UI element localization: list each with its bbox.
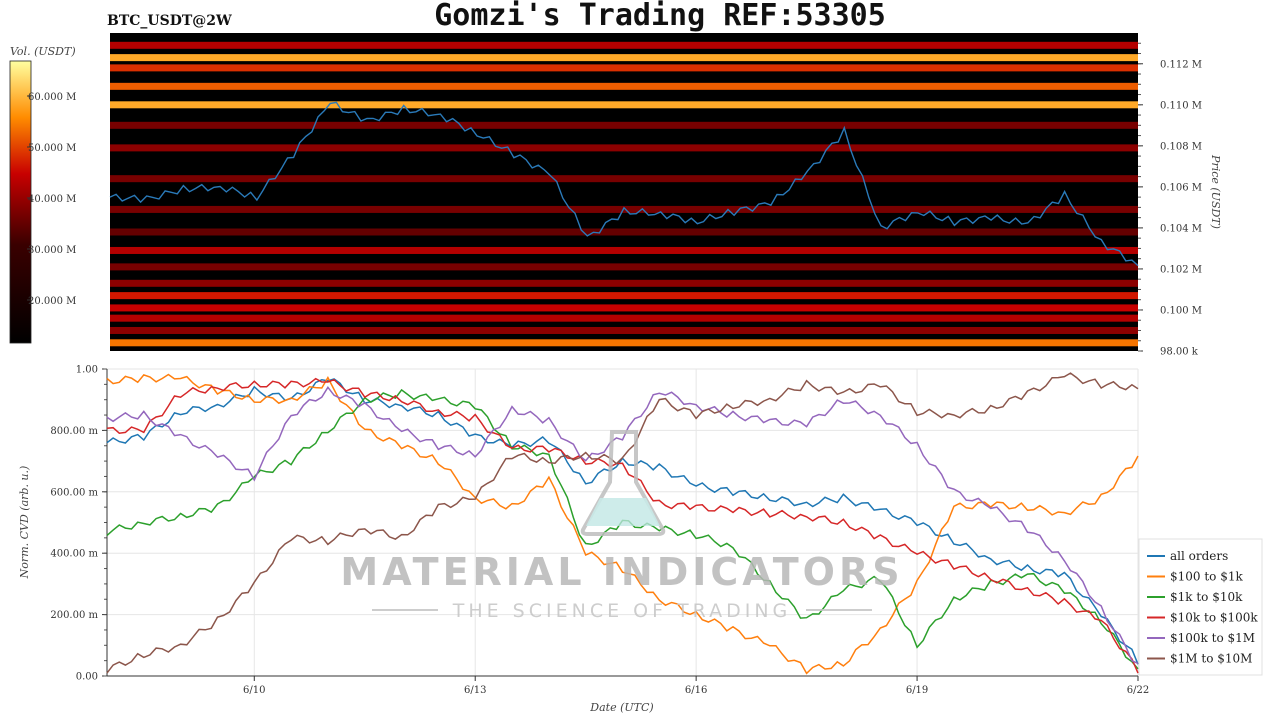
cvd-ytick-label-0: 0.00: [76, 672, 98, 683]
price-tick-label-6: 0.110 M: [1160, 100, 1202, 111]
volume-band-9: [110, 205, 1138, 213]
price-axis-label: Price (USDT): [1209, 154, 1222, 229]
price-tick-label-4: 0.106 M: [1160, 182, 1202, 193]
colorbar-tick-label-0: 20.000 M: [28, 296, 76, 307]
cvd-ytick-label-2: 400.00 m: [50, 549, 98, 560]
colorbar-rect: [9, 60, 32, 344]
chart-title: Gomzi's Trading REF:53305: [434, 0, 886, 33]
legend-entry-3: $10k to $100k: [1170, 611, 1258, 625]
volume-colorbar: Vol. (USDT) 20.000 M 30.000 M 40.000 M 50.00…: [9, 45, 76, 344]
flask-icon: [580, 430, 666, 536]
cvd-series-line-4: [106, 385, 1139, 665]
volume-band-1: [110, 326, 1138, 334]
cvd-y-axis-label: Norm. CVD (arb. u.): [18, 466, 31, 580]
cvd-ytick-label-4: 800.00 m: [50, 426, 98, 437]
cvd-series-line-5: [106, 372, 1139, 674]
legend-box: [1138, 538, 1263, 676]
colorbar-tick-label-3: 50.000 M: [28, 143, 76, 154]
colorbar-tick-label-2: 40.000 M: [28, 194, 76, 205]
cvd-xtick-label-3: 6/19: [906, 685, 928, 696]
price-tick-label-0: 98.00 k: [1160, 347, 1199, 358]
watermark-title: MATERIAL INDICATORS: [340, 550, 903, 594]
legend-entry-2: $1k to $10k: [1170, 590, 1243, 604]
volume-band-17: [110, 41, 1138, 49]
cvd-x-axis-label: Date (UTC): [589, 701, 653, 714]
volume-band-15: [110, 64, 1138, 72]
volume-band-7: [110, 246, 1138, 254]
legend-entry-1: $100 to $1k: [1170, 570, 1243, 584]
volume-band-4: [110, 292, 1138, 300]
volume-band-5: [110, 279, 1138, 287]
cvd-ytick-label-1: 200.00 m: [50, 610, 98, 621]
legend-entry-5: $1M to $10M: [1170, 652, 1252, 666]
volume-band-3: [110, 304, 1138, 312]
volume-band-12: [110, 121, 1138, 129]
price-line: [109, 101, 1139, 267]
legend: all orders $100 to $1k $1k to $10k $10k to …: [1138, 538, 1263, 676]
price-tick-label-1: 0.100 M: [1160, 305, 1202, 316]
volume-band-10: [110, 175, 1138, 183]
legend-entry-4: $100k to $1M: [1170, 631, 1255, 645]
cvd-xtick-label-0: 6/10: [243, 685, 265, 696]
price-tick-label-2: 0.102 M: [1160, 264, 1202, 275]
heatmap-background: [110, 33, 1138, 351]
volume-band-16: [110, 54, 1138, 62]
volume-band-6: [110, 263, 1138, 271]
colorbar-tick-label-4: 60.000 M: [28, 92, 76, 103]
heatmap-panel: 98.00 k 0.100 M 0.102 M 0.104 M 0.106 M 0.108…: [109, 33, 1222, 358]
volume-band-11: [110, 144, 1138, 152]
volume-band-2: [110, 314, 1138, 322]
cvd-ytick-label-5: 1.00: [76, 365, 98, 376]
volume-band-0: [110, 339, 1138, 347]
cvd-xtick-label-1: 6/13: [464, 685, 486, 696]
cvd-xtick-label-4: 6/22: [1127, 685, 1149, 696]
volume-band-13: [110, 101, 1138, 109]
cvd-series-line-1: [106, 373, 1139, 675]
watermark-subtitle: THE SCIENCE OF TRADING: [452, 600, 792, 622]
cvd-series-line-3: [106, 377, 1139, 674]
volume-band-8: [110, 228, 1138, 236]
cvd-xtick-label-2: 6/16: [685, 685, 707, 696]
pair-label: BTC_USDT@2W: [107, 13, 232, 29]
watermark: MATERIAL INDICATORS THE SCIENCE OF TRADI…: [340, 430, 903, 622]
volume-band-14: [110, 82, 1138, 90]
price-tick-label-5: 0.108 M: [1160, 141, 1202, 152]
cvd-panel: 0.00 200.00 m 400.00 m 600.00 m 800.00 m 1.00…: [18, 365, 1149, 715]
legend-entry-0: all orders: [1170, 549, 1228, 563]
price-tick-label-3: 0.104 M: [1160, 223, 1202, 234]
cvd-ytick-label-3: 600.00 m: [50, 487, 98, 498]
colorbar-label: Vol. (USDT): [10, 45, 76, 58]
colorbar-tick-label-1: 30.000 M: [28, 245, 76, 256]
price-tick-label-7: 0.112 M: [1160, 59, 1202, 70]
